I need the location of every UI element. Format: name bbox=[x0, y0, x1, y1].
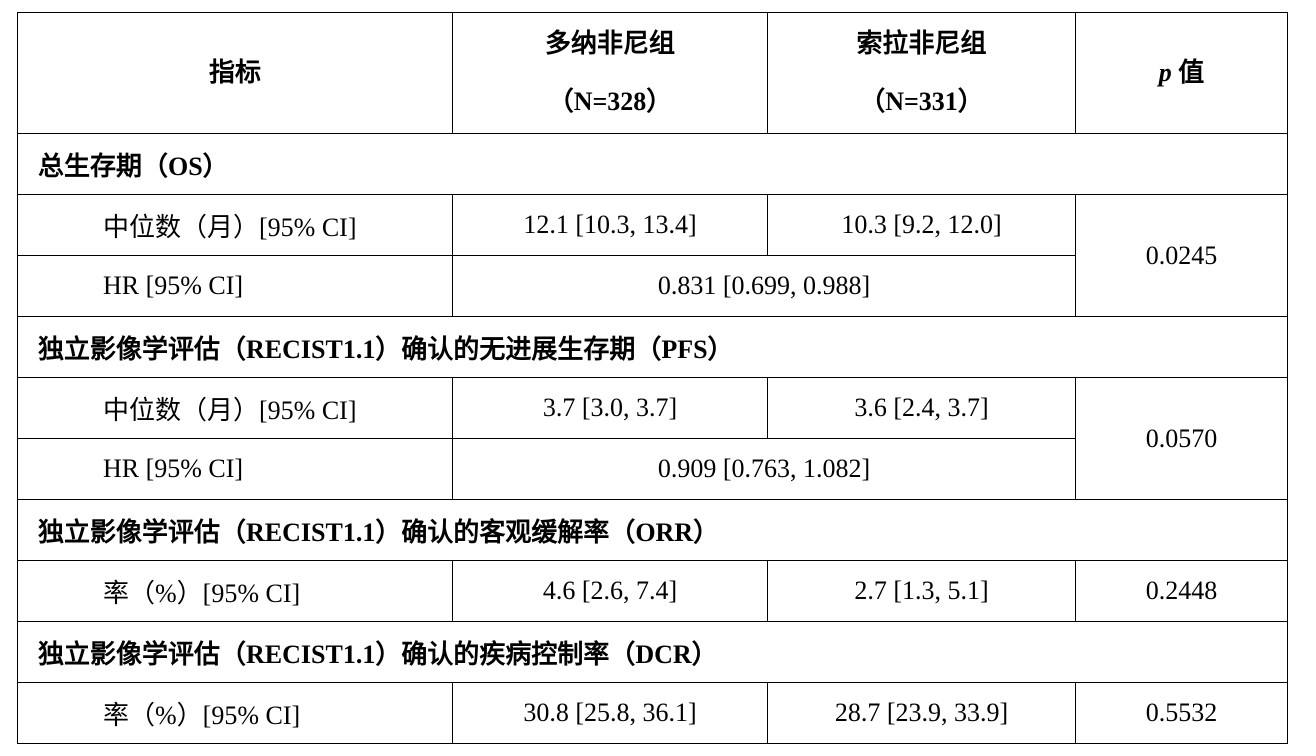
section-title: 独立影像学评估（RECIST1.1）确认的疾病控制率（DCR） bbox=[17, 621, 1288, 683]
group2-value: 2.7 [1.3, 5.1] bbox=[767, 560, 1076, 622]
p-value: 0.2448 bbox=[1075, 560, 1288, 622]
row-label: HR [95% CI] bbox=[17, 438, 453, 500]
group1-value: 12.1 [10.3, 13.4] bbox=[452, 194, 768, 256]
header-group1: 多纳非尼组 （N=328） bbox=[452, 12, 768, 134]
group1-name: 多纳非尼组 bbox=[544, 29, 675, 58]
p-value: 0.0245 bbox=[1075, 194, 1288, 317]
section-title: 独立影像学评估（RECIST1.1）确认的无进展生存期（PFS） bbox=[17, 316, 1288, 378]
p-value: 0.0570 bbox=[1075, 377, 1288, 500]
group2-n: （N=331） bbox=[859, 87, 984, 116]
section-title: 总生存期（OS） bbox=[17, 133, 1288, 195]
group2-name: 索拉非尼组 bbox=[856, 29, 987, 58]
group2-value: 28.7 [23.9, 33.9] bbox=[767, 682, 1076, 744]
group2-value: 10.3 [9.2, 12.0] bbox=[767, 194, 1076, 256]
row-label: 率（%）[95% CI] bbox=[17, 560, 453, 622]
section-title: 独立影像学评估（RECIST1.1）确认的客观缓解率（ORR） bbox=[17, 499, 1288, 561]
row-label: 中位数（月）[95% CI] bbox=[17, 377, 453, 439]
group1-n: （N=328） bbox=[547, 87, 673, 116]
table-row: HR [95% CI] 0.831 [0.699, 0.988] bbox=[17, 255, 1288, 317]
p-value: 0.5532 bbox=[1075, 682, 1288, 744]
group1-value: 3.7 [3.0, 3.7] bbox=[452, 377, 768, 439]
p-symbol: p bbox=[1158, 58, 1172, 87]
table-row: 中位数（月）[95% CI] 3.7 [3.0, 3.7] 3.6 [2.4, … bbox=[17, 377, 1288, 500]
header-group2: 索拉非尼组 （N=331） bbox=[767, 12, 1076, 134]
table-row: 中位数（月）[95% CI] 12.1 [10.3, 13.4] 10.3 [9… bbox=[17, 194, 1288, 317]
hr-value: 0.831 [0.699, 0.988] bbox=[452, 255, 1076, 317]
header-p-value: p 值 bbox=[1075, 12, 1288, 134]
efficacy-table: 指标 多纳非尼组 （N=328） 索拉非尼组 （N=331） p 值 总生存期（OS… bbox=[17, 12, 1288, 744]
header-row: 指标 多纳非尼组 （N=328） 索拉非尼组 （N=331） p 值 bbox=[17, 12, 1288, 134]
row-label: 率（%）[95% CI] bbox=[17, 682, 453, 744]
table-row: 率（%）[95% CI] 30.8 [25.8, 36.1] 28.7 [23.… bbox=[17, 682, 1288, 744]
row-label: HR [95% CI] bbox=[17, 255, 453, 317]
hr-value: 0.909 [0.763, 1.082] bbox=[452, 438, 1076, 500]
row-label: 中位数（月）[95% CI] bbox=[17, 194, 453, 256]
p-label: 值 bbox=[1171, 58, 1205, 87]
group1-value: 30.8 [25.8, 36.1] bbox=[452, 682, 768, 744]
table-row: 率（%）[95% CI] 4.6 [2.6, 7.4] 2.7 [1.3, 5.… bbox=[17, 560, 1288, 622]
group1-value: 4.6 [2.6, 7.4] bbox=[452, 560, 768, 622]
header-indicator: 指标 bbox=[17, 12, 453, 134]
group2-value: 3.6 [2.4, 3.7] bbox=[767, 377, 1076, 439]
